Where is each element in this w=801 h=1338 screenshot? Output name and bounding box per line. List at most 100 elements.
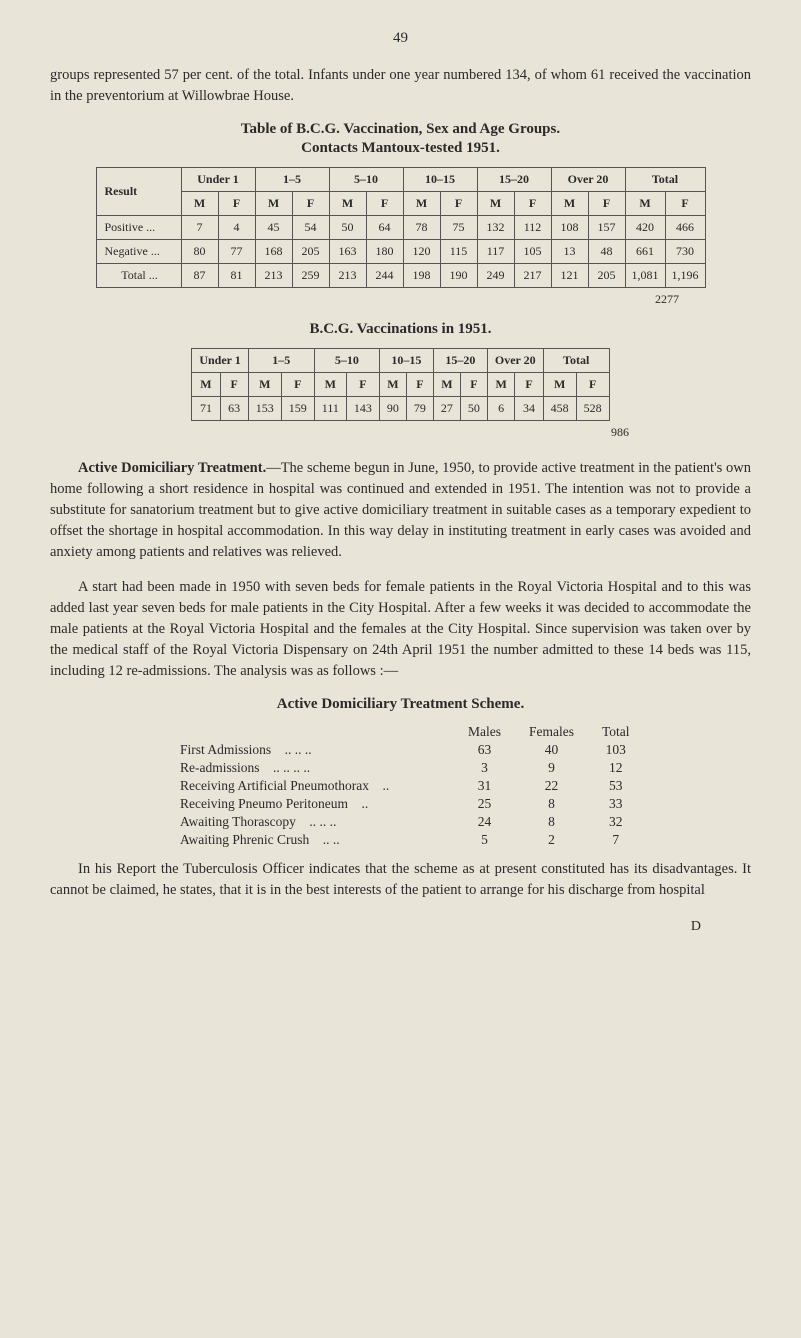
table-row: MF MF MF MF MF MF MF	[96, 192, 705, 216]
agegroup-header: 15–20	[477, 168, 551, 192]
agegroup-header: 10–15	[403, 168, 477, 192]
table1-title-line2: Contacts Mantoux-tested 1951.	[50, 140, 751, 157]
agegroup-header: 5–10	[329, 168, 403, 192]
cell: 12	[588, 759, 644, 777]
row-label: Re-admissions .. .. .. ..	[180, 759, 454, 777]
label-text: Awaiting Phrenic Crush	[180, 832, 309, 847]
cell: 108	[551, 216, 588, 240]
cell: 24	[454, 813, 515, 831]
mf-header: M	[248, 373, 281, 397]
cell: 117	[477, 240, 514, 264]
cell: 244	[366, 264, 403, 288]
cell: 420	[625, 216, 665, 240]
paragraph-3: A start had been made in 1950 with seven…	[50, 577, 751, 682]
dots: ..	[361, 796, 368, 811]
scheme-table: Males Females Total First Admissions .. …	[180, 723, 644, 849]
cell: 50	[329, 216, 366, 240]
cell: 80	[181, 240, 218, 264]
mf-header: F	[665, 192, 705, 216]
mf-header: F	[346, 373, 379, 397]
mf-header: F	[440, 192, 477, 216]
row-label: Negative ...	[96, 240, 181, 264]
agegroup-header: Total	[543, 349, 609, 373]
mf-header: F	[281, 373, 314, 397]
label-text: Receiving Artificial Pneumothorax	[180, 778, 369, 793]
cell: 33	[588, 795, 644, 813]
mf-header: M	[314, 373, 346, 397]
cell: 8	[515, 795, 588, 813]
table-row: Awaiting Thorascopy .. .. .. 24 8 32	[180, 813, 644, 831]
contacts-table: Result Under 1 1–5 5–10 10–15 15–20 Over…	[96, 167, 706, 288]
cell: 71	[192, 397, 220, 421]
page: 49 groups represented 57 per cent. of th…	[0, 0, 801, 975]
cell: 8	[515, 813, 588, 831]
cell: 6	[487, 397, 515, 421]
dots: .. ..	[323, 832, 340, 847]
cell: 205	[588, 264, 625, 288]
cell: 661	[625, 240, 665, 264]
cell: 121	[551, 264, 588, 288]
mf-header: M	[329, 192, 366, 216]
cell: 87	[181, 264, 218, 288]
cell: 1,196	[665, 264, 705, 288]
table-row: Receiving Pneumo Peritoneum .. 25 8 33	[180, 795, 644, 813]
cell: 205	[292, 240, 329, 264]
cell: 22	[515, 777, 588, 795]
cell: 1,081	[625, 264, 665, 288]
mf-header: M	[543, 373, 576, 397]
agegroup-header: 1–5	[255, 168, 329, 192]
agegroup-header: Total	[625, 168, 705, 192]
mf-header: M	[379, 373, 406, 397]
agegroup-header: Under 1	[192, 349, 248, 373]
cell: 53	[588, 777, 644, 795]
table-row: Positive ... 74 4554 5064 7875 132112 10…	[96, 216, 705, 240]
scheme-title: Active Domiciliary Treatment Scheme.	[50, 696, 751, 713]
cell: 9	[515, 759, 588, 777]
intro-paragraph: groups represented 57 per cent. of the t…	[50, 65, 751, 107]
table-row: 7163 153159 111143 9079 2750 634 458528	[192, 397, 609, 421]
cell: 190	[440, 264, 477, 288]
mf-header: M	[255, 192, 292, 216]
cell: 153	[248, 397, 281, 421]
cell: 157	[588, 216, 625, 240]
cell: 115	[440, 240, 477, 264]
table1-grand-total: 2277	[50, 292, 679, 307]
row-label: Positive ...	[96, 216, 181, 240]
cell: 168	[255, 240, 292, 264]
agegroup-header: Over 20	[551, 168, 625, 192]
table2-grand-total: 986	[50, 425, 629, 440]
mf-header: M	[487, 373, 515, 397]
cell: 198	[403, 264, 440, 288]
cell: 249	[477, 264, 514, 288]
table-row: First Admissions .. .. .. 63 40 103	[180, 741, 644, 759]
cell: 458	[543, 397, 576, 421]
mf-header: M	[433, 373, 460, 397]
cell: 63	[220, 397, 248, 421]
mf-header: M	[192, 373, 220, 397]
cell: 81	[218, 264, 255, 288]
dots: .. .. .. ..	[273, 760, 310, 775]
cell: 159	[281, 397, 314, 421]
col-header: Females	[515, 723, 588, 741]
cell: 79	[406, 397, 433, 421]
cell: 77	[218, 240, 255, 264]
mf-header: F	[576, 373, 609, 397]
mf-header: F	[515, 373, 543, 397]
agegroup-header: 5–10	[314, 349, 379, 373]
col-header: Males	[454, 723, 515, 741]
cell: 466	[665, 216, 705, 240]
row-label: Total ...	[96, 264, 181, 288]
label-text: First Admissions	[180, 742, 271, 757]
row-label: Receiving Pneumo Peritoneum ..	[180, 795, 454, 813]
bcg-table: Under 1 1–5 5–10 10–15 15–20 Over 20 Tot…	[191, 348, 609, 421]
cell: 27	[433, 397, 460, 421]
mf-header: M	[403, 192, 440, 216]
mf-header: M	[551, 192, 588, 216]
agegroup-header: 1–5	[248, 349, 314, 373]
result-header: Result	[96, 168, 181, 216]
cell: 90	[379, 397, 406, 421]
page-number: 49	[50, 30, 751, 47]
mf-header: F	[514, 192, 551, 216]
mf-header: M	[477, 192, 514, 216]
table1-title-line1: Table of B.C.G. Vaccination, Sex and Age…	[50, 121, 751, 138]
